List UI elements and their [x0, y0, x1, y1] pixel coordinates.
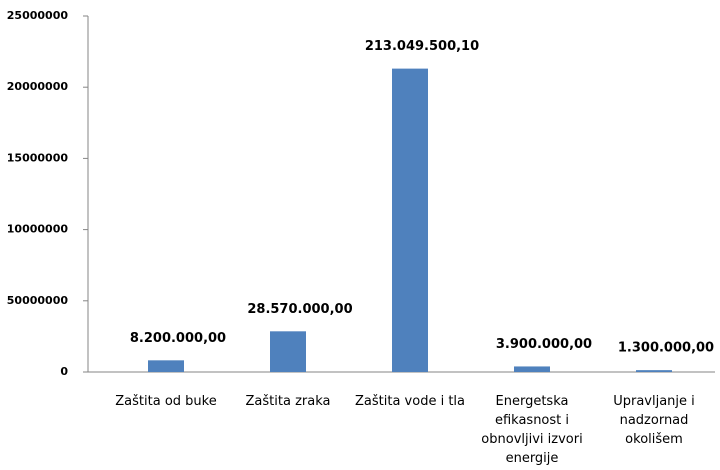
bar: [270, 331, 306, 372]
x-tick-label: Zaštita vode i tla: [355, 394, 465, 409]
bar: [392, 68, 428, 372]
x-tick-label: Zaštita zraka: [245, 394, 331, 409]
value-label: 1.300.000,00: [618, 341, 714, 356]
value-label: 3.900.000,00: [496, 337, 592, 352]
y-tick-label: 25000000: [7, 9, 69, 22]
y-tick-label: 10000000: [7, 223, 69, 236]
value-label: 28.570.000,00: [247, 302, 352, 317]
bar: [148, 360, 184, 372]
bar: [636, 370, 672, 372]
y-tick-label: 0: [60, 365, 68, 378]
y-tick-label: 50000000: [7, 294, 69, 307]
x-tick-label: Zaštita od buke: [115, 394, 217, 409]
x-tick-label: Energetska efikasnost i obnovljivi izvor…: [481, 394, 583, 466]
value-label: 8.200.000,00: [130, 331, 226, 346]
value-label: 213.049.500,10: [365, 39, 479, 54]
x-tick-label: Upravljanje i nadzornad okolišem: [613, 394, 695, 447]
y-tick-label: 20000000: [7, 80, 69, 93]
y-tick-label: 15000000: [7, 151, 69, 164]
bar: [514, 366, 550, 372]
